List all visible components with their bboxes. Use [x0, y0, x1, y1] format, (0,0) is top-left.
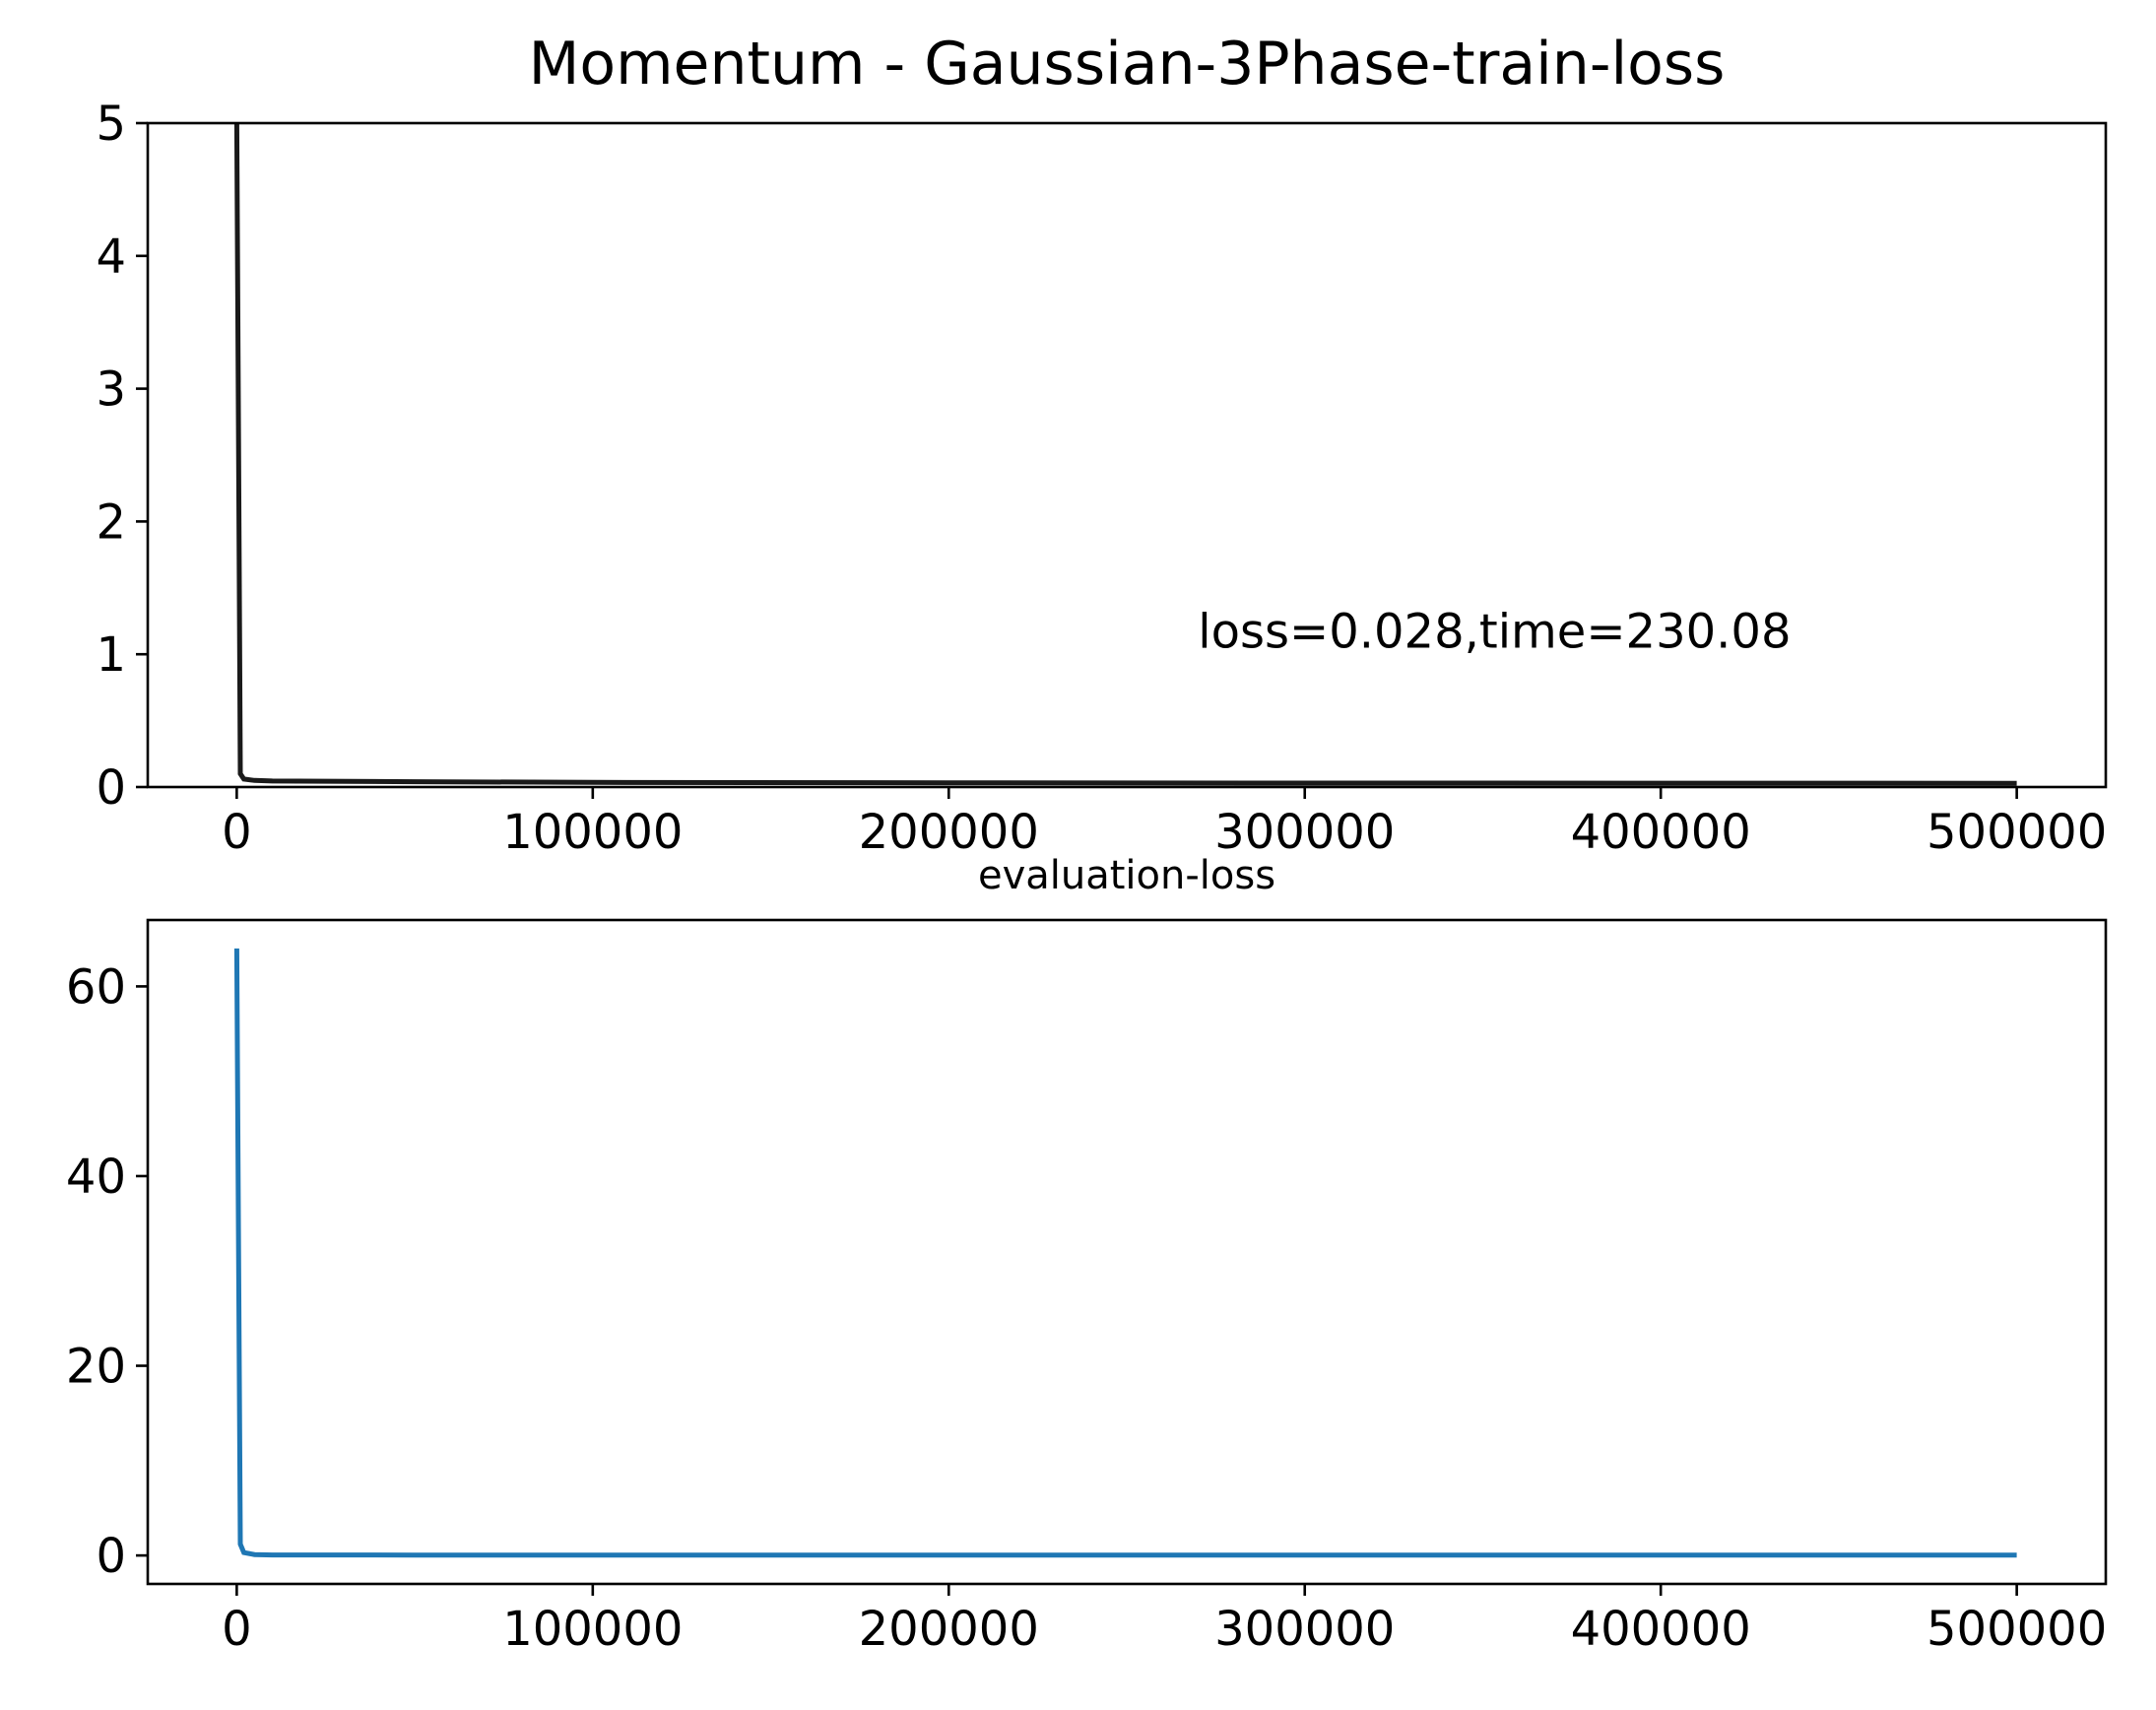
- subplot-title: Momentum - Gaussian-3Phase-train-loss: [529, 30, 1726, 99]
- y-tick-label: 5: [96, 97, 126, 152]
- x-tick-label: 100000: [502, 805, 683, 860]
- x-tick-label: 500000: [1927, 1602, 2107, 1657]
- subplot-title: evaluation-loss: [978, 853, 1275, 898]
- axes-frame: [146, 121, 2108, 789]
- x-tick-label: 200000: [859, 805, 1039, 860]
- y-tick-label: 0: [96, 1529, 126, 1584]
- series-line-0: [233, 122, 2017, 786]
- x-tick-label: 0: [222, 1602, 252, 1657]
- x-tick-label: 400000: [1571, 805, 1751, 860]
- x-tick-label: 500000: [1927, 805, 2107, 860]
- loss-time-annotation: loss=0.028,time=230.08: [1198, 604, 1791, 659]
- x-tick-label: 200000: [859, 1602, 1039, 1657]
- axes-frame: [146, 918, 2108, 1586]
- x-tick-label: 300000: [1214, 805, 1395, 860]
- x-tick-label: 400000: [1571, 1602, 1751, 1657]
- y-tick-label: 4: [96, 230, 126, 285]
- y-tick-label: 20: [66, 1340, 126, 1395]
- evaluation-loss-subplot: evaluation-loss 0 100000 200000 300000 400000…: [66, 853, 2108, 1657]
- series-line-0: [233, 948, 2017, 1558]
- y-tick-label: 40: [66, 1150, 126, 1205]
- x-tick-label: 300000: [1214, 1602, 1395, 1657]
- x-tick-label: 100000: [502, 1602, 683, 1657]
- y-tick-label: 60: [66, 959, 126, 1015]
- x-tick-label: 0: [222, 805, 252, 860]
- y-tick-label: 2: [96, 494, 126, 550]
- y-tick-label: 0: [96, 760, 126, 816]
- y-tick-label: 3: [96, 362, 126, 418]
- y-tick-label: 1: [96, 627, 126, 683]
